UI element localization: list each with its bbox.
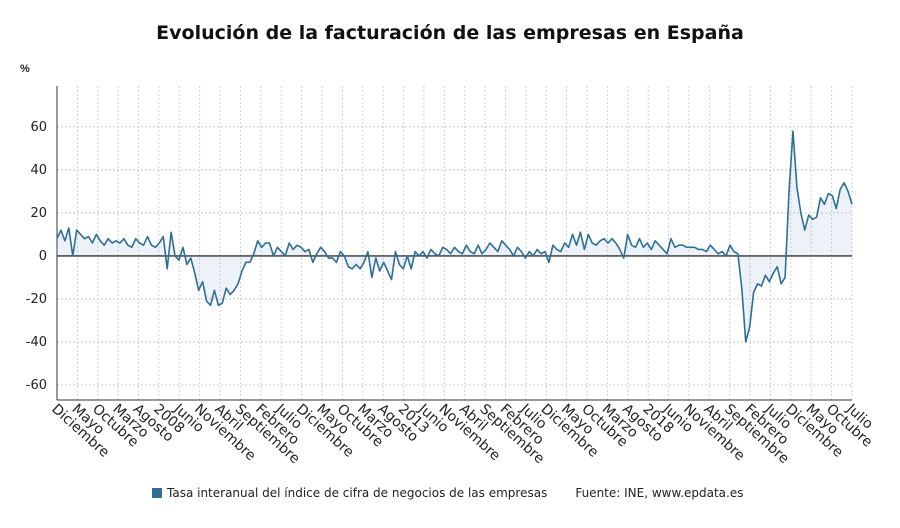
y-axis-unit-label: %: [20, 63, 30, 75]
y-tick-label: 40: [30, 163, 47, 178]
y-tick-label: 60: [30, 120, 47, 135]
y-tick-label: -40: [26, 335, 47, 350]
area-fill: [57, 131, 852, 342]
legend: Tasa interanual del índice de cifra de n…: [152, 486, 743, 500]
legend-series-label: Tasa interanual del índice de cifra de n…: [167, 486, 548, 500]
y-tick-label: -20: [26, 292, 47, 307]
y-axis: 60 40 20 0 -20 -40 -60: [26, 86, 58, 400]
x-axis: DiciembreMayoOctubreMarzoAgosto2008Junio…: [48, 399, 876, 467]
grid-lines: [56, 86, 853, 400]
y-tick-label: -60: [26, 378, 47, 393]
legend-swatch: [152, 488, 162, 498]
chart-title: Evolución de la facturación de las empre…: [156, 22, 744, 44]
source-text: Fuente: INE, www.epdata.es: [575, 486, 744, 500]
data-series: [56, 130, 853, 343]
y-tick-label: 20: [30, 206, 47, 221]
y-tick-label: 0: [39, 249, 47, 264]
series-line: [56, 130, 853, 343]
